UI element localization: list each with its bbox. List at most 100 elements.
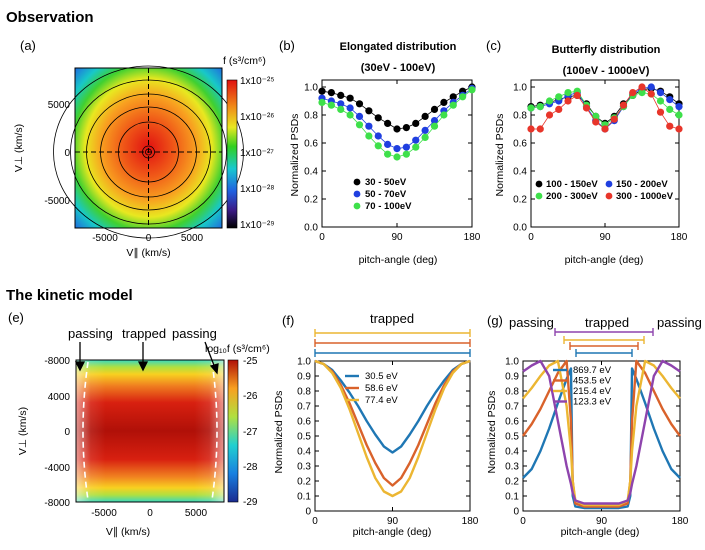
panel-e-colorbar xyxy=(227,359,239,503)
panel-g-xlabel: pitch-angle (deg) xyxy=(561,526,640,538)
panel-c-data-point xyxy=(647,83,655,91)
panel-f-range-bars xyxy=(314,329,471,357)
panel-g-legend-label: 869.7 eV xyxy=(573,365,612,376)
panel-g-legend-label: 453.5 eV xyxy=(573,376,612,387)
panel-b-series-line xyxy=(321,86,473,130)
panel-f-label: (f) xyxy=(282,313,294,328)
panel-c-data-point xyxy=(564,97,572,105)
panel-c-ytick-label: 1.0 xyxy=(513,83,527,94)
panel-b-data-point xyxy=(430,122,439,130)
panel-a-ytick: 5000 xyxy=(48,100,71,111)
panel-b-data-point xyxy=(402,143,410,151)
panel-c-data-point xyxy=(592,118,600,126)
panel-f-xtick-label: 180 xyxy=(462,516,479,527)
panel-g-ytick-label: 0.6 xyxy=(505,417,519,428)
panel-g-range-bars xyxy=(554,328,654,357)
panel-c-data-point xyxy=(527,104,535,112)
panel-b-ytick-label: 0.0 xyxy=(304,223,318,234)
panel-b-xlabel: pitch-angle (deg) xyxy=(359,254,438,266)
panel-b-title: Elongated distribution xyxy=(340,41,457,53)
panel-c-data-point xyxy=(666,96,674,104)
panel-a-cbar-tick: 1x10⁻²⁸ xyxy=(240,184,275,195)
panel-f-series-line xyxy=(314,359,471,487)
panel-g: (g) passing trapped passing pitch-angle … xyxy=(486,313,702,538)
panel-e-cbar-tick: -29 xyxy=(243,497,258,508)
panel-f-legend-label: 30.5 eV xyxy=(365,371,398,382)
panel-g-passing-left: passing xyxy=(509,315,554,330)
panel-c-xlabel: pitch-angle (deg) xyxy=(565,254,644,266)
panel-c-ytick-label: 0.0 xyxy=(513,223,527,234)
panel-c-data-point xyxy=(638,89,646,97)
panel-e-ytick: 4000 xyxy=(48,392,71,403)
panel-b-data-point xyxy=(327,101,335,109)
panel-e-cbar-tick: -26 xyxy=(243,391,258,402)
panel-c-data-point xyxy=(564,89,572,97)
panel-b-data-point xyxy=(402,150,410,158)
panel-a-cbar-tick: 1x10⁻²⁷ xyxy=(240,148,274,159)
panel-b-ytick-label: 1.0 xyxy=(304,83,318,94)
panel-b-label: (b) xyxy=(279,38,295,53)
panel-b: (b) Elongated distribution (30eV - 100eV… xyxy=(279,38,481,266)
panel-g-passing-right: passing xyxy=(657,315,702,330)
panel-e-label: (e) xyxy=(8,310,24,325)
panel-b-data-point xyxy=(355,121,364,129)
panel-f-ytick-label: 0.2 xyxy=(297,477,311,488)
panel-g-ytick-label: 0.2 xyxy=(505,477,519,488)
panel-c-ytick-label: 0.6 xyxy=(513,139,527,150)
panel-c: (c) Butterfly distribution (100eV - 1000… xyxy=(486,38,688,266)
panel-b-ylabel: Normalized PSDs xyxy=(289,114,301,197)
panel-c-data-point xyxy=(573,91,581,99)
panel-e-cbar-tick: -27 xyxy=(243,427,258,438)
panel-b-data-point xyxy=(384,140,392,148)
panel-a-ytick: 0 xyxy=(64,148,70,159)
panel-g-ytick-label: 0.5 xyxy=(505,432,519,443)
panel-e-ytick: -8000 xyxy=(44,356,70,367)
panel-g-xtick-label: 90 xyxy=(596,516,608,527)
panel-c-label: (c) xyxy=(486,38,501,53)
panel-b-data-point xyxy=(365,122,373,130)
panel-e-cbar-tick: -25 xyxy=(243,356,258,367)
panel-b-data-point xyxy=(346,104,354,112)
panel-c-data-point xyxy=(619,101,628,109)
panel-b-xtick-label: 90 xyxy=(391,232,403,243)
panel-c-legend-label: 200 - 300eV xyxy=(546,191,598,202)
panel-b-data-point xyxy=(449,101,457,109)
observation-heading: Observation xyxy=(6,9,94,26)
panel-c-ytick-label: 0.8 xyxy=(513,111,527,122)
panel-b-data-point xyxy=(412,143,420,151)
panel-a-label: (a) xyxy=(20,38,36,53)
panel-c-data-point xyxy=(610,115,618,123)
panel-g-xtick-label: 180 xyxy=(672,516,689,527)
panel-b-data-point xyxy=(449,93,457,101)
panel-g-series-line xyxy=(522,359,681,505)
panel-g-series-line xyxy=(522,359,681,507)
panel-e: (e) passing trapped passing -8000 4000 0… xyxy=(8,310,270,538)
panel-b-data-point xyxy=(430,117,439,125)
panel-b-data-point xyxy=(337,91,345,99)
panel-f-series-line xyxy=(314,359,471,454)
panel-b-legend-marker xyxy=(353,178,361,186)
panel-a-cbar-tick: 1x10⁻²⁹ xyxy=(240,220,275,231)
panel-a-xtick: 5000 xyxy=(181,233,204,244)
panel-b-data-point xyxy=(393,125,401,133)
panel-f-ytick-label: 0.7 xyxy=(297,402,311,413)
panel-e-passing-left: passing xyxy=(68,326,113,341)
panel-b-legend-label: 30 - 50eV xyxy=(365,177,407,188)
panel-c-data-point xyxy=(601,125,609,133)
panel-a-colorbar-title: f (s³/cm⁶) xyxy=(223,55,266,67)
model-heading: The kinetic model xyxy=(6,287,133,304)
panel-f-legend-label: 58.6 eV xyxy=(365,383,398,394)
panel-c-data-point xyxy=(536,125,544,133)
panel-b-data-point xyxy=(355,100,364,108)
panel-c-subtitle: (100eV - 1000eV) xyxy=(563,65,650,77)
panel-g-ytick-label: 0.1 xyxy=(505,492,519,503)
panel-f-xtick-label: 90 xyxy=(387,516,399,527)
panel-c-legend-label: 150 - 200eV xyxy=(616,179,668,190)
panel-f-ylabel: Normalized PSDs xyxy=(273,391,285,474)
panel-f: (f) trapped pitch-angle (deg) Normalized… xyxy=(273,311,479,538)
panel-c-data-point xyxy=(675,103,683,111)
panel-c-title: Butterfly distribution xyxy=(552,44,661,56)
panel-b-ytick-label: 0.4 xyxy=(304,167,318,178)
panel-b-data-point xyxy=(421,126,429,134)
